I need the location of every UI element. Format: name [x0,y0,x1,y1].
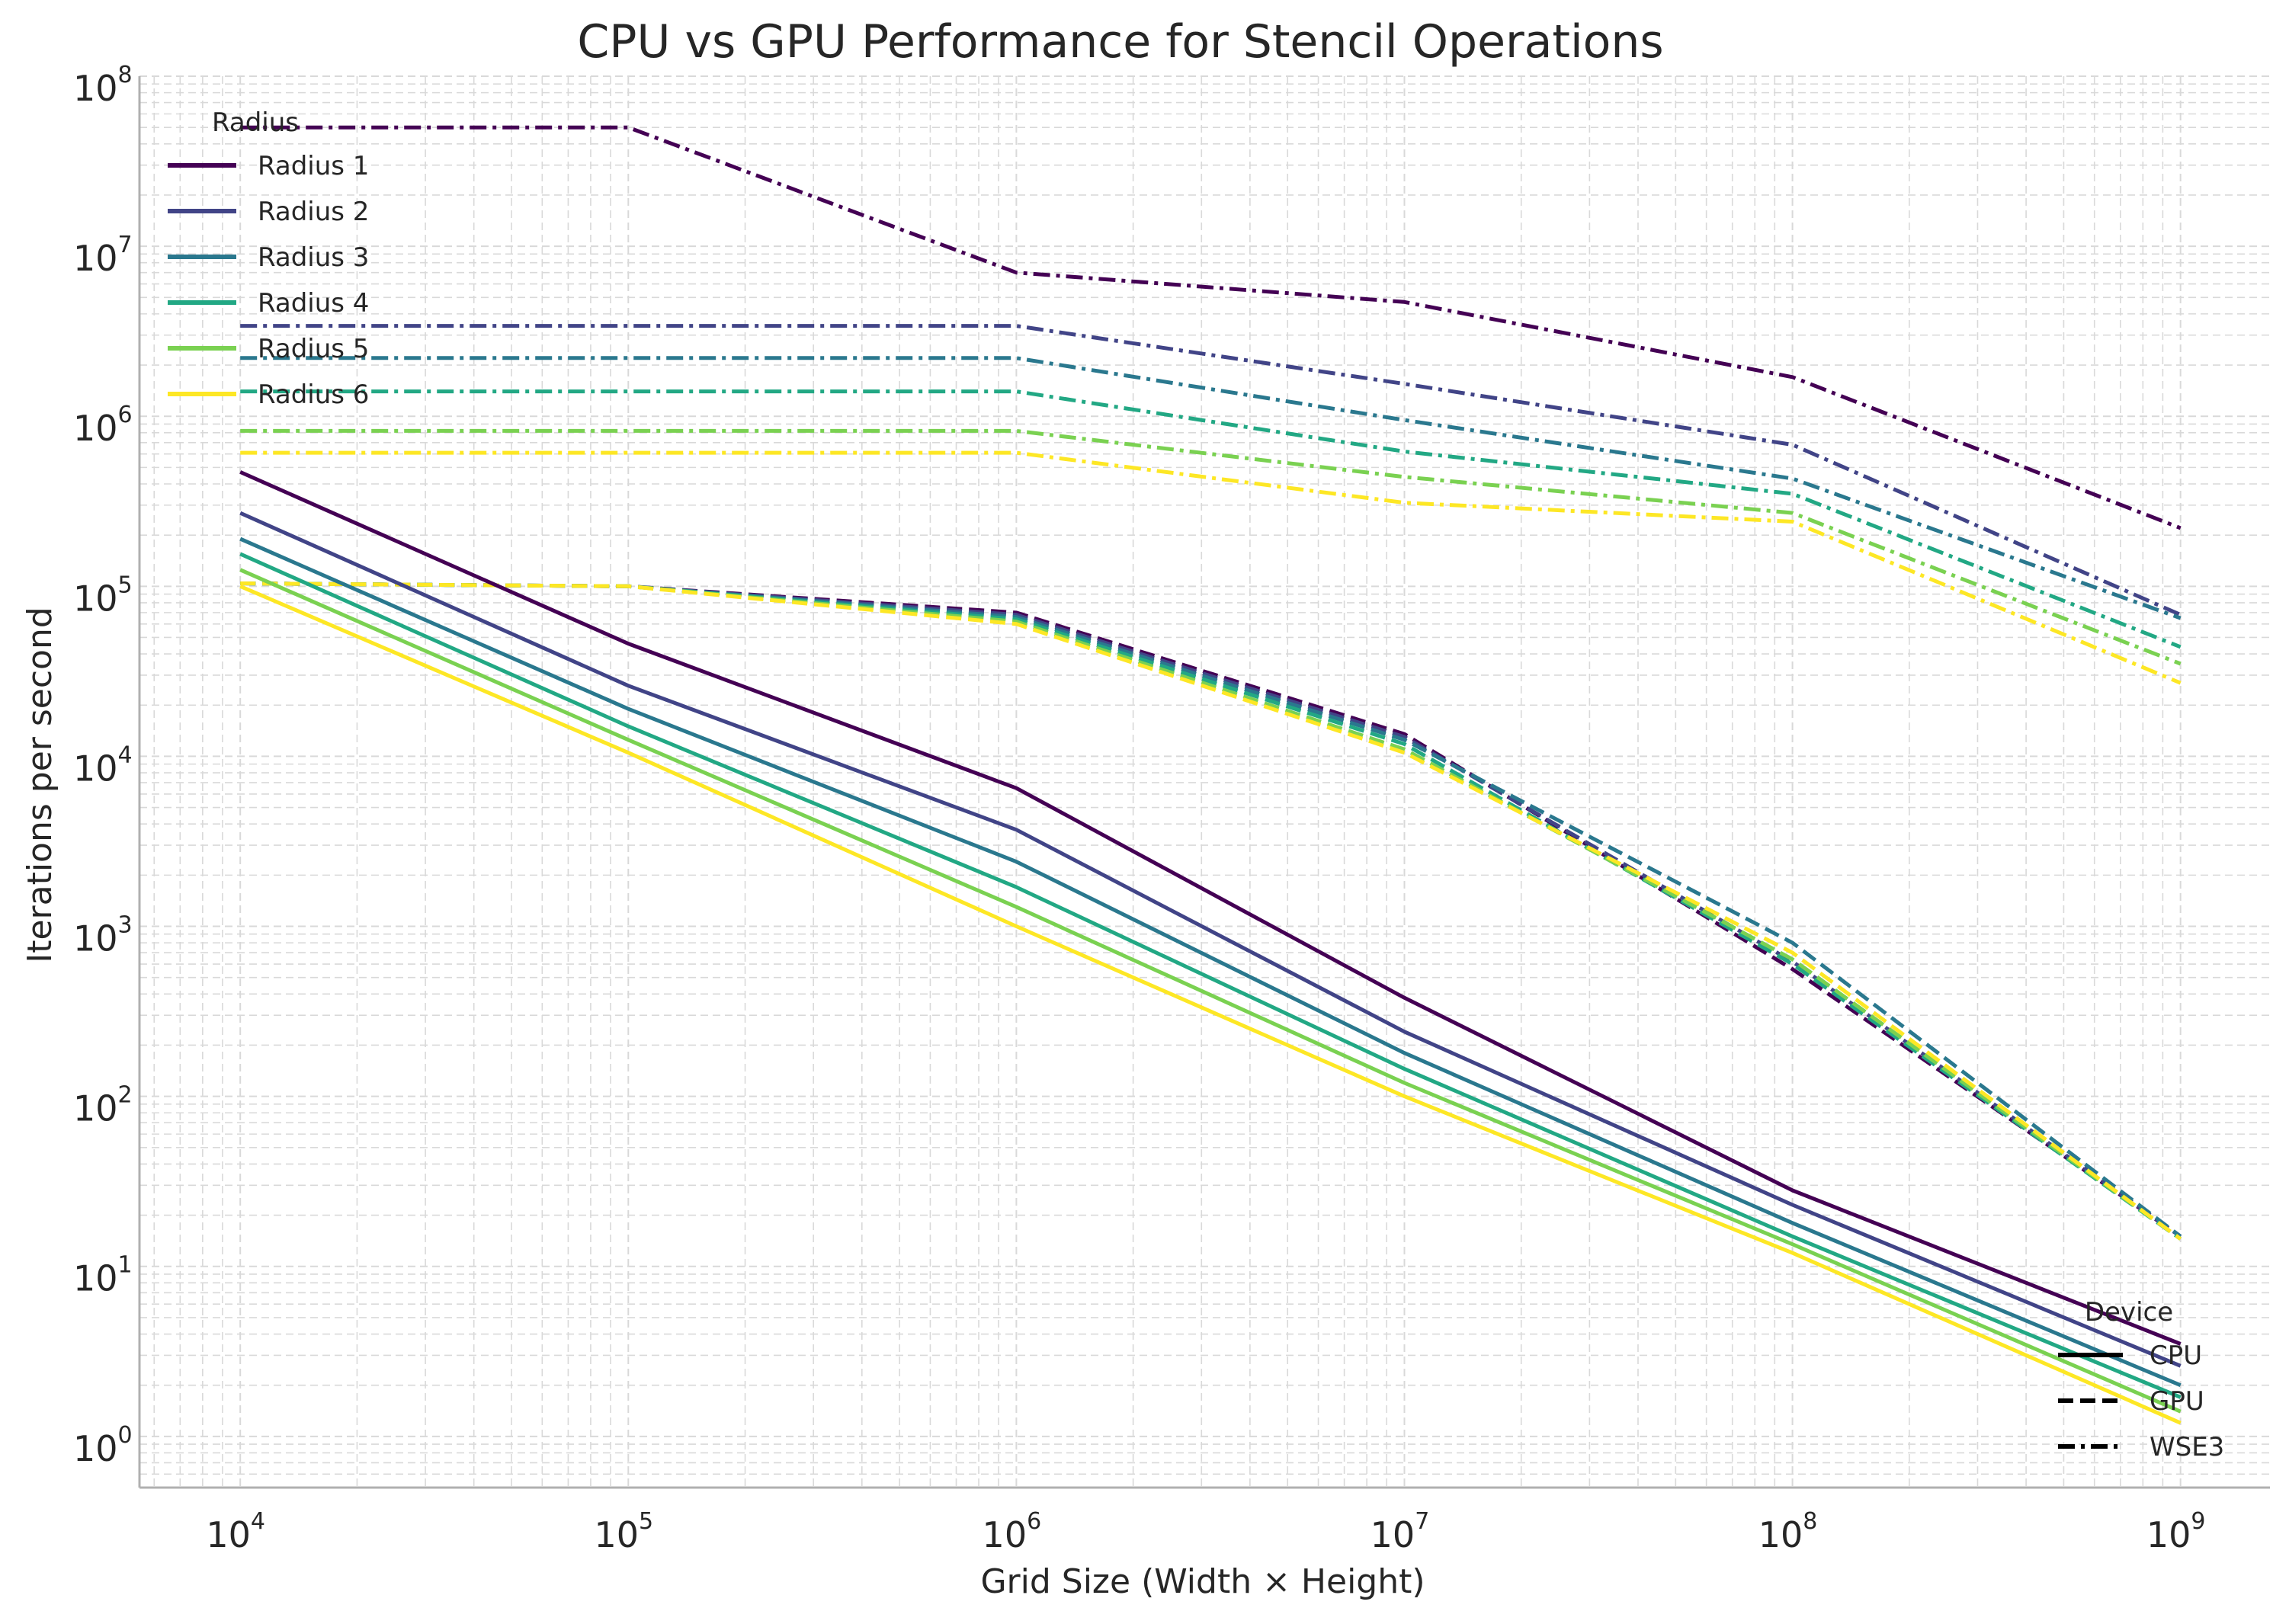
radius-legend-label-4: Radius 4 [258,288,369,319]
series-line-wse3-radius-1 [240,125,2182,530]
radius-legend-label-2: Radius 2 [258,197,369,227]
y-tick-exponent: 5 [118,572,133,598]
radius-legend-label-6: Radius 6 [258,380,369,410]
axes-layer [138,76,2270,1489]
device-legend-label-gpu: GPU [2150,1386,2204,1417]
y-tick-exponent: 1 [118,1252,133,1279]
series-line-cpu-radius-3 [239,537,2182,1388]
radius-legend-label-5: Radius 5 [258,334,369,364]
series-line-cpu-radius-6 [239,585,2182,1425]
y-tick-exponent: 3 [118,912,133,939]
radius-legend: Radius Radius 1 Radius 2 Radius 3 Radius 4 R… [168,107,369,410]
y-tick-exponent: 2 [118,1082,133,1109]
series-line-cpu-radius-2 [239,511,2182,1368]
device-legend-label-wse3: WSE3 [2150,1432,2224,1462]
radius-legend-label-3: Radius 3 [258,242,369,273]
x-tick-exponent: 7 [1415,1508,1429,1535]
y-tick-exponent: 8 [118,62,133,88]
x-tick-exponent: 9 [2191,1508,2205,1535]
radius-legend-title: Radius [212,107,299,138]
series-line-wse3-radius-2 [240,324,2182,617]
y-tick-label: 103 [73,912,133,959]
series-line-cpu-radius-1 [239,470,2182,1346]
y-tick-exponent: 7 [118,232,133,258]
device-legend-label-cpu: CPU [2150,1341,2202,1371]
series-line-wse3-radius-3 [240,356,2182,620]
chart-title: CPU vs GPU Performance for Stencil Opera… [577,15,1663,69]
series-line-cpu-radius-4 [239,552,2182,1399]
y-tick-label: 101 [73,1252,133,1299]
device-legend-title: Device [2085,1297,2173,1328]
series-line-cpu-radius-5 [239,568,2182,1414]
x-axis-label: Grid Size (Width × Height) [980,1562,1425,1601]
series-line-gpu-radius-6 [240,581,2182,1241]
x-tick-exponent: 6 [1027,1508,1041,1535]
y-axis-label: Iterations per second [21,607,59,963]
series-layer [239,125,2182,1425]
x-tick-exponent: 5 [639,1508,653,1535]
y-tick-exponent: 0 [118,1422,133,1449]
device-legend: Device CPU GPU WSE3 [2058,1297,2224,1462]
x-tick-exponent: 4 [251,1508,265,1535]
radius-legend-label-1: Radius 1 [258,151,369,181]
x-tick-exponent: 8 [1803,1508,1817,1535]
grid-layer [139,75,2270,1488]
y-tick-exponent: 4 [118,742,133,768]
y-tick-exponent: 6 [118,402,133,428]
